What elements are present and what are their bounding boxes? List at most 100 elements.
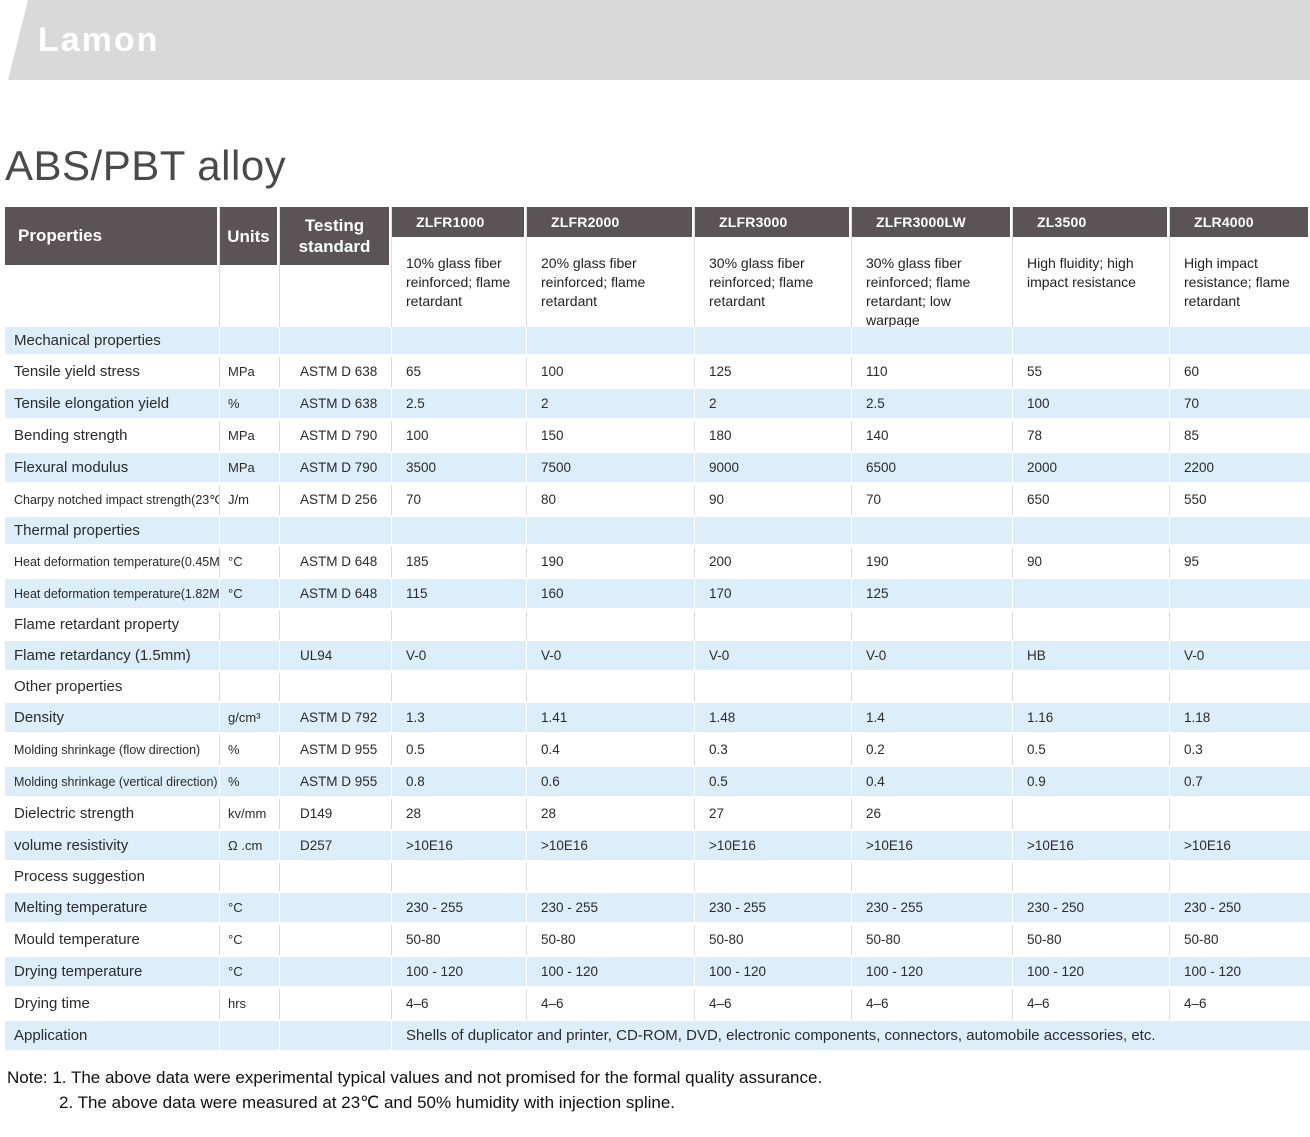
note-line-2: 2. The above data were measured at 23℃ a… <box>59 1093 676 1112</box>
section-empty-cell <box>527 327 695 357</box>
value-cell: 50-80 <box>392 925 527 957</box>
section-empty-cell <box>220 863 280 893</box>
product-header-cell: ZLFR1000 10% glass fiber reinforced; flam… <box>392 207 527 327</box>
value-cell <box>1170 799 1310 831</box>
value-cell: 0.3 <box>1170 735 1310 767</box>
value-cell: 150 <box>527 421 695 453</box>
product-name-tab: ZLR4000 <box>1170 207 1308 237</box>
section-empty-cell <box>695 863 852 893</box>
value-cell: 50-80 <box>1170 925 1310 957</box>
standard-cell: ASTM D 256 <box>280 485 392 517</box>
product-name-tab: ZLFR1000 <box>392 207 524 237</box>
value-cell: 100 <box>1013 389 1170 421</box>
value-cell: 230 - 250 <box>1013 893 1170 925</box>
product-header-cell: ZL3500 High fluidity; high impact resista… <box>1013 207 1170 327</box>
unit-cell: % <box>220 735 280 767</box>
property-label-cell: Bending strength <box>5 421 220 453</box>
section-empty-cell <box>1013 327 1170 357</box>
section-empty-cell <box>392 863 527 893</box>
property-label-cell: Tensile elongation yield <box>5 389 220 421</box>
value-cell: 2.5 <box>852 389 1013 421</box>
section-label-cell: Thermal properties <box>5 517 220 547</box>
standard-cell: ASTM D 638 <box>280 357 392 389</box>
standard-cell: ASTM D 955 <box>280 767 392 799</box>
value-cell: 65 <box>392 357 527 389</box>
section-empty-cell <box>280 611 392 641</box>
section-empty-cell <box>1170 327 1310 357</box>
header-testing-standard-label: Testing standard <box>280 207 389 265</box>
value-cell: 1.4 <box>852 703 1013 735</box>
product-name-tab: ZLFR3000LW <box>852 207 1010 237</box>
value-cell: 2 <box>527 389 695 421</box>
section-empty-cell <box>1170 611 1310 641</box>
property-label-cell: Drying temperature <box>5 957 220 989</box>
value-cell: 1.41 <box>527 703 695 735</box>
standard-cell <box>280 893 392 925</box>
value-cell: 0.9 <box>1013 767 1170 799</box>
brand-banner: Lamon <box>8 0 1310 80</box>
value-cell: 170 <box>695 579 852 611</box>
value-cell: 115 <box>392 579 527 611</box>
value-cell: 50-80 <box>527 925 695 957</box>
value-cell: 95 <box>1170 547 1310 579</box>
product-description: High fluidity; high impact resistance <box>1027 255 1136 290</box>
product-description: 30% glass fiber reinforced; flame retard… <box>866 255 971 328</box>
section-empty-cell <box>527 673 695 703</box>
section-empty-cell <box>1013 863 1170 893</box>
unit-cell: J/m <box>220 485 280 517</box>
value-cell: 650 <box>1013 485 1170 517</box>
value-cell: 0.8 <box>392 767 527 799</box>
value-cell: 4–6 <box>1013 989 1170 1021</box>
value-cell: 50-80 <box>852 925 1013 957</box>
section-empty-cell <box>1170 673 1310 703</box>
property-label-cell: Density <box>5 703 220 735</box>
unit-cell: °C <box>220 579 280 611</box>
section-empty-cell <box>527 517 695 547</box>
value-cell: 70 <box>852 485 1013 517</box>
section-empty-cell <box>527 611 695 641</box>
standard-cell: ASTM D 790 <box>280 421 392 453</box>
header-units-label: Units <box>220 207 277 265</box>
value-cell: 55 <box>1013 357 1170 389</box>
value-cell: 0.7 <box>1170 767 1310 799</box>
value-cell: 0.4 <box>527 735 695 767</box>
property-label-cell: Heat deformation temperature(0.45MPa) <box>5 547 220 579</box>
value-cell: 50-80 <box>1013 925 1170 957</box>
value-cell: 70 <box>1170 389 1310 421</box>
value-cell: 1.18 <box>1170 703 1310 735</box>
section-empty-cell <box>1013 611 1170 641</box>
section-empty-cell <box>220 673 280 703</box>
value-cell: V-0 <box>852 641 1013 673</box>
section-label-cell: Process suggestion <box>5 863 220 893</box>
section-label-cell: Mechanical properties <box>5 327 220 357</box>
property-label-cell: Application <box>5 1021 220 1053</box>
value-cell: 4–6 <box>1170 989 1310 1021</box>
value-cell: 100 - 120 <box>695 957 852 989</box>
section-empty-cell <box>280 517 392 547</box>
product-header-cell: ZLR4000 High impact resistance; flame ret… <box>1170 207 1310 327</box>
property-label-cell: Melting temperature <box>5 893 220 925</box>
section-empty-cell <box>280 327 392 357</box>
value-cell: >10E16 <box>392 831 527 863</box>
property-label-cell: Charpy notched impact strength(23℃) <box>5 485 220 517</box>
value-cell: 550 <box>1170 485 1310 517</box>
value-cell: 100 - 120 <box>527 957 695 989</box>
section-empty-cell <box>1013 517 1170 547</box>
section-empty-cell <box>695 611 852 641</box>
value-cell: 100 - 120 <box>392 957 527 989</box>
value-cell: 125 <box>695 357 852 389</box>
value-cell: 27 <box>695 799 852 831</box>
section-empty-cell <box>852 673 1013 703</box>
standard-cell: D257 <box>280 831 392 863</box>
section-empty-cell <box>852 517 1013 547</box>
section-label-cell: Flame retardant property <box>5 611 220 641</box>
property-label-cell: Dielectric strength <box>5 799 220 831</box>
unit-cell: °C <box>220 893 280 925</box>
unit-cell: g/cm³ <box>220 703 280 735</box>
section-empty-cell <box>1170 863 1310 893</box>
value-cell: 3500 <box>392 453 527 485</box>
section-label-cell: Other properties <box>5 673 220 703</box>
section-empty-cell <box>220 327 280 357</box>
value-cell: 0.5 <box>695 767 852 799</box>
value-cell: 100 - 120 <box>1170 957 1310 989</box>
